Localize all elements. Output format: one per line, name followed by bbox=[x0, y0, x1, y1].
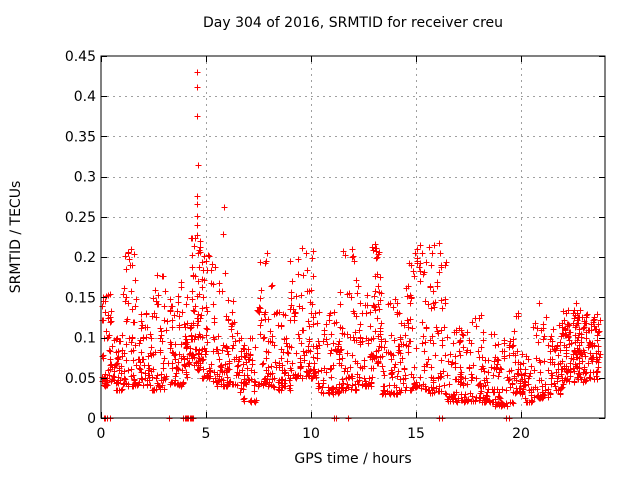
y-tick-label: 0.15 bbox=[65, 290, 96, 306]
x-tick-label: 15 bbox=[407, 426, 425, 442]
x-tick-label: 10 bbox=[302, 426, 320, 442]
scatter-points bbox=[99, 69, 604, 422]
x-tick-label: 20 bbox=[512, 426, 530, 442]
y-axis-label: SRMTID / TECUs bbox=[8, 181, 24, 294]
y-tick-label: 0.45 bbox=[65, 49, 96, 65]
plot-border bbox=[100, 55, 606, 419]
y-tick-label: 0.4 bbox=[74, 89, 96, 105]
grid-lines bbox=[101, 56, 605, 418]
y-tick-label: 0.25 bbox=[65, 210, 96, 226]
data-point-markers bbox=[99, 69, 604, 422]
y-tick-label: 0.1 bbox=[74, 331, 96, 347]
x-axis-label: GPS time / hours bbox=[294, 451, 411, 467]
y-tick-label: 0.05 bbox=[65, 371, 96, 387]
y-tick-label: 0.2 bbox=[74, 250, 96, 266]
tick-labels: 0 5 10 15 20 0 0.05 0.1 0.15 0.2 0.25 0.3 0.35 0.4 0.4… bbox=[65, 49, 530, 442]
x-tick-label: 5 bbox=[202, 426, 211, 442]
y-tick-label: 0.35 bbox=[65, 129, 96, 145]
chart-title: Day 304 of 2016, SRMTID for receiver cre… bbox=[203, 15, 503, 31]
x-tick-label: 0 bbox=[97, 426, 106, 442]
y-tick-label: 0.3 bbox=[74, 170, 96, 186]
axis-ticks bbox=[101, 56, 605, 419]
y-tick-label: 0 bbox=[87, 411, 96, 427]
